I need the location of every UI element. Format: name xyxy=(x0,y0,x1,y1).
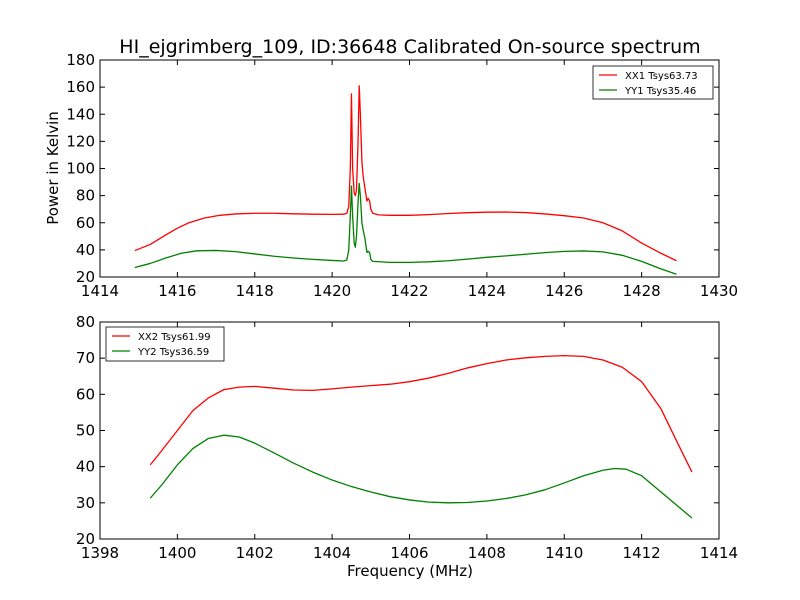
y-tick-label: 70 xyxy=(76,349,95,367)
x-tick-label: 1416 xyxy=(158,282,196,300)
y-axis-label: Power in Kelvin xyxy=(44,111,62,225)
series-line-xx2 xyxy=(149,354,693,473)
x-tick-label: 1400 xyxy=(158,544,196,562)
y-tick-label: 180 xyxy=(66,51,95,69)
legend-label: XX1 Tsys63.73 xyxy=(625,71,698,82)
x-tick-label: 1408 xyxy=(468,544,506,562)
legend: XX1 Tsys63.73 YY1 Tsys35.46 xyxy=(592,65,714,100)
bottom-panel: 1398 1400 1402 1404 1406 1408 1410 1412 1414 20 30… xyxy=(76,313,738,562)
top-panel: 1414 1416 1418 1420 1422 1424 1426 1428 1430 20 40… xyxy=(66,51,738,300)
legend-box xyxy=(105,326,225,362)
x-tick-label: 1404 xyxy=(313,544,351,562)
x-tick-label: 1398 xyxy=(81,544,119,562)
chart-title: HI_ejgrimberg_109, ID:36648 Calibrated O… xyxy=(119,36,700,58)
y-tick-label: 30 xyxy=(76,494,95,512)
y-tick-label: 100 xyxy=(66,160,95,178)
series-line-xx1 xyxy=(134,85,677,262)
legend-label: YY2 Tsys36.59 xyxy=(137,347,209,358)
x-tick-label: 1428 xyxy=(623,282,661,300)
y-tick-label: 50 xyxy=(76,422,95,440)
x-tick-label: 1426 xyxy=(545,282,583,300)
legend-label: YY1 Tsys35.46 xyxy=(624,86,696,97)
y-tick-label: 160 xyxy=(66,78,95,96)
y-tick-label: 140 xyxy=(66,105,95,123)
y-tick-label: 80 xyxy=(76,313,95,331)
legend-label: XX2 Tsys61.99 xyxy=(138,332,211,343)
x-tick-label: 1406 xyxy=(390,544,428,562)
series-line-yy1 xyxy=(134,182,677,275)
x-tick-label: 1414 xyxy=(700,544,738,562)
y-tick-label: 80 xyxy=(76,187,95,205)
series-line-yy2 xyxy=(149,434,693,519)
x-tick-label: 1422 xyxy=(390,282,428,300)
legend: XX2 Tsys61.99 YY2 Tsys36.59 xyxy=(105,326,225,362)
x-tick-label: 1430 xyxy=(700,282,738,300)
y-tick-label: 40 xyxy=(76,458,95,476)
y-tick-label: 60 xyxy=(76,214,95,232)
x-tick-label: 1410 xyxy=(545,544,583,562)
x-tick-label: 1420 xyxy=(313,282,351,300)
y-tick-label: 20 xyxy=(76,268,95,286)
x-tick-label: 1412 xyxy=(623,544,661,562)
y-tick-label: 20 xyxy=(76,530,95,548)
x-tick-label: 1424 xyxy=(468,282,506,300)
x-tick-label: 1402 xyxy=(236,544,274,562)
y-tick-label: 60 xyxy=(76,385,95,403)
legend-box xyxy=(592,65,714,100)
x-tick-label: 1414 xyxy=(81,282,119,300)
x-tick-label: 1418 xyxy=(236,282,274,300)
x-axis-label: Frequency (MHz) xyxy=(347,562,473,580)
y-tick-label: 40 xyxy=(76,241,95,259)
y-tick-label: 120 xyxy=(66,132,95,150)
